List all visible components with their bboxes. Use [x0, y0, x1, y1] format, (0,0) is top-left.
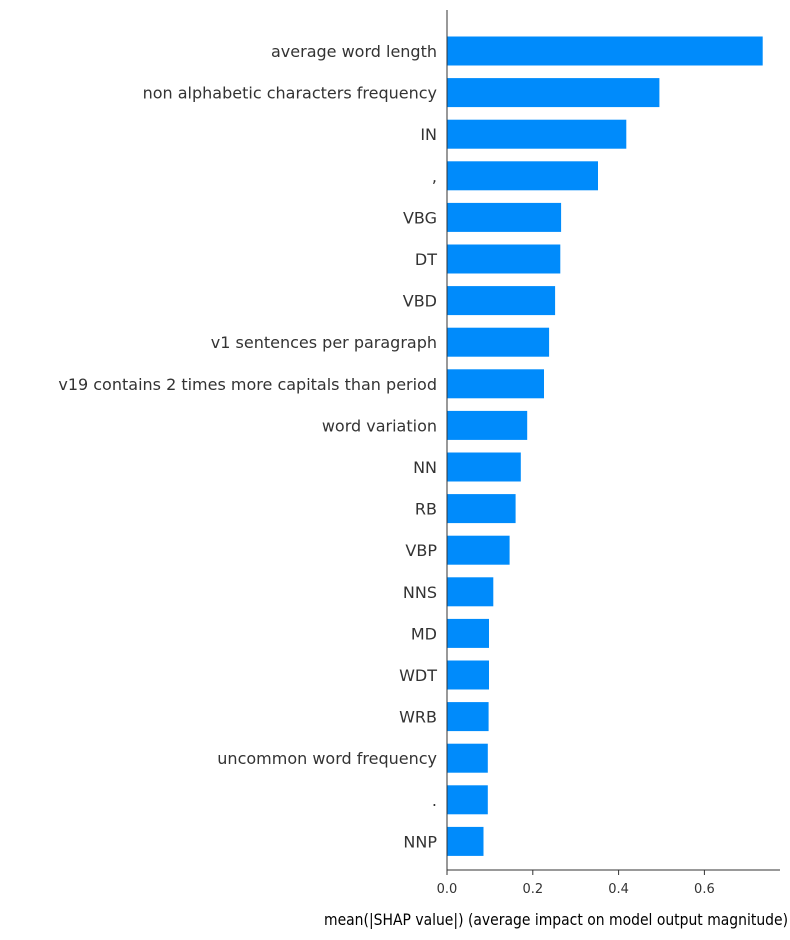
category-label: MD	[411, 624, 437, 643]
category-label: v19 contains 2 times more capitals than …	[58, 375, 437, 394]
category-label: RB	[415, 500, 437, 519]
x-tick-label: 0.0	[437, 882, 458, 897]
bar	[447, 660, 489, 690]
category-label: NN	[413, 458, 437, 477]
bar	[447, 369, 544, 399]
bar	[447, 535, 510, 565]
category-labels-group: average word length non alphabetic charac…	[58, 42, 437, 851]
bar	[447, 202, 562, 232]
bar	[447, 286, 556, 316]
category-label: NNP	[403, 832, 437, 851]
category-label: NNS	[403, 583, 437, 602]
bar	[447, 36, 763, 66]
bar	[447, 119, 627, 149]
x-axis-title: mean(|SHAP value|) (average impact on mo…	[324, 910, 788, 929]
bar	[447, 702, 489, 732]
bar	[447, 161, 598, 191]
category-label: .	[432, 791, 437, 810]
category-label: ,	[432, 167, 437, 186]
x-tick-label: 0.2	[522, 882, 543, 897]
bar	[447, 743, 488, 773]
bar	[447, 494, 516, 524]
bar	[447, 618, 489, 648]
category-label: WRB	[399, 708, 437, 727]
bar	[447, 577, 494, 607]
x-tick-label: 0.6	[694, 882, 715, 897]
bar	[447, 327, 550, 357]
category-label: uncommon word frequency	[217, 749, 437, 768]
category-label: average word length	[271, 42, 437, 61]
bars-group	[447, 36, 763, 856]
category-label: v1 sentences per paragraph	[211, 333, 437, 352]
bar	[447, 410, 528, 440]
bar	[447, 244, 561, 274]
x-tick-label: 0.4	[608, 882, 629, 897]
x-ticks-group: 0.0 0.2 0.4 0.6	[437, 870, 715, 897]
category-label: VBD	[403, 292, 437, 311]
category-label: WDT	[399, 666, 437, 685]
category-label: word variation	[322, 416, 437, 435]
bar	[447, 78, 660, 108]
category-label: VBG	[403, 208, 437, 227]
bar	[447, 826, 484, 856]
bar	[447, 452, 521, 482]
category-label: non alphabetic characters frequency	[143, 84, 437, 103]
bar	[447, 785, 488, 815]
category-label: VBP	[405, 541, 437, 560]
category-label: IN	[420, 125, 437, 144]
category-label: DT	[415, 250, 437, 269]
